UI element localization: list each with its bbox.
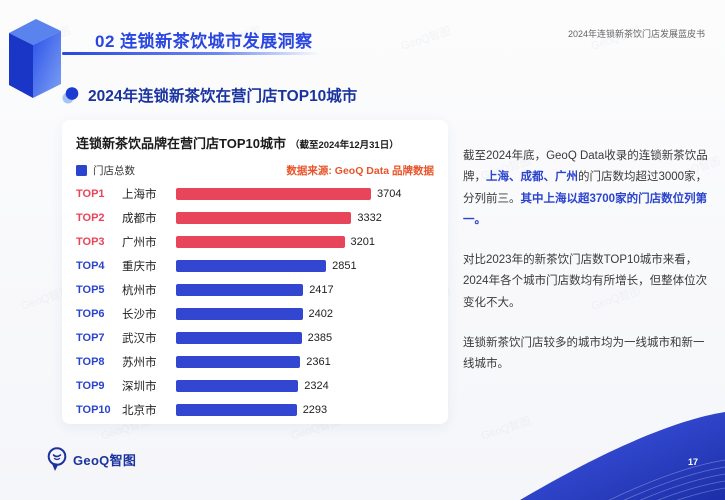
cube-3d-icon: [9, 19, 61, 98]
chart-row: TOP5 杭州市 2417: [76, 283, 434, 297]
analysis-paragraph: 截至2024年底，GeoQ Data收录的连锁新茶饮品牌，上海、成都、广州的门店…: [463, 150, 708, 226]
chart-row: TOP6 长沙市 2402: [76, 307, 434, 321]
section-header: 2024年连锁新茶饮在营门店TOP10城市: [62, 84, 357, 106]
legend-label: 门店总数: [93, 165, 135, 177]
city-label: 北京市: [122, 405, 157, 417]
bar-area: 2361: [176, 356, 434, 368]
chart-rows: TOP1 上海市 3704 TOP2 成都市 3332 TOP3 广州市 320…: [76, 187, 434, 417]
legend-row: 门店总数 数据来源: GeoQ Data 品牌数据: [76, 163, 434, 178]
bar-area: 2402: [176, 308, 434, 320]
rank-label: TOP6: [76, 308, 105, 320]
chart-row: TOP3 广州市 3201: [76, 235, 434, 249]
bar: [176, 284, 304, 296]
chart-row: TOP4 重庆市 2851: [76, 259, 434, 273]
section-title: 2024年连锁新茶饮在营门店TOP10城市: [88, 88, 358, 105]
bar: [176, 380, 299, 392]
value-label: 2324: [304, 380, 329, 392]
rank-label: TOP4: [76, 260, 105, 272]
bar: [176, 188, 371, 200]
rank-label: TOP3: [76, 236, 105, 248]
chart-card: 连锁新茶饮品牌在营门店TOP10城市 （截至2024年12月31日） 门店总数 …: [62, 120, 448, 424]
value-label: 2417: [309, 284, 334, 296]
bar: [176, 236, 345, 248]
chart-row: TOP10 北京市 2293: [76, 403, 434, 417]
value-label: 2361: [306, 356, 331, 368]
page-number: 17: [687, 457, 698, 467]
bar-area: 2324: [176, 380, 434, 392]
chart-row: TOP7 武汉市 2385: [76, 331, 434, 345]
bar-area: 3332: [176, 212, 434, 224]
bar: [176, 356, 301, 368]
bar: [176, 308, 303, 320]
bar: [176, 260, 327, 272]
section-bullet-icon: [62, 86, 79, 103]
bar-area: 3704: [176, 188, 434, 200]
analysis-paragraph: 连锁新茶饮门店较多的城市均为一线城市和新一线城市。: [463, 336, 705, 371]
watermark: GeoQ智图: [399, 25, 453, 53]
bar: [176, 212, 352, 224]
chart-row: TOP8 苏州市 2361: [76, 355, 434, 369]
bar: [176, 332, 302, 344]
geoq-logo-text: GeoQ智图: [73, 452, 137, 468]
value-label: 3704: [377, 188, 402, 200]
city-label: 上海市: [122, 189, 157, 201]
city-label: 武汉市: [122, 333, 157, 345]
bar-area: 2385: [176, 332, 434, 344]
value-label: 2385: [307, 332, 333, 344]
rank-label: TOP9: [76, 380, 105, 392]
chart-row: TOP9 深圳市 2324: [76, 379, 434, 393]
footer-wave-graphic: [520, 412, 725, 500]
value-label: 2402: [308, 308, 333, 320]
title-underline: [62, 52, 320, 55]
analysis-column: 截至2024年底，GeoQ Data收录的连锁新茶饮品牌，上海、成都、广州的门店…: [463, 146, 710, 394]
chart-row: TOP2 成都市 3332: [76, 211, 434, 225]
bar: [176, 404, 297, 416]
chart-title: 连锁新茶饮品牌在营门店TOP10城市: [76, 136, 286, 151]
city-label: 杭州市: [122, 285, 157, 297]
rank-label: TOP7: [76, 332, 105, 344]
city-label: 重庆市: [122, 261, 157, 273]
data-source-note: 数据来源: GeoQ Data 品牌数据: [286, 165, 434, 177]
rank-label: TOP8: [76, 356, 105, 368]
bar-area: 2417: [176, 284, 434, 296]
bar-area: 2293: [176, 404, 434, 416]
city-label: 广州市: [122, 237, 157, 249]
value-label: 3201: [350, 236, 375, 248]
chart-subtitle: （截至2024年12月31日）: [289, 140, 399, 151]
rank-label: TOP2: [76, 212, 105, 224]
geoq-logo-icon: [47, 447, 67, 471]
chart-title-row: 连锁新茶饮品牌在营门店TOP10城市 （截至2024年12月31日）: [76, 133, 434, 152]
legend-swatch: [76, 165, 87, 176]
geoq-logo: GeoQ智图: [46, 446, 136, 472]
value-label: 2293: [302, 404, 328, 416]
rank-label: TOP1: [76, 188, 105, 200]
legend-item: 门店总数: [76, 163, 135, 178]
rank-label: TOP10: [76, 404, 111, 416]
city-label: 深圳市: [122, 381, 157, 393]
bar-area: 3201: [176, 236, 434, 248]
city-label: 长沙市: [122, 309, 157, 321]
city-label: 苏州市: [122, 357, 157, 369]
value-label: 2851: [332, 260, 357, 272]
city-label: 成都市: [122, 213, 157, 225]
document-title: 2024年连锁新茶饮门店发展蓝皮书: [567, 29, 705, 39]
bar-area: 2851: [176, 260, 434, 272]
chart-row: TOP1 上海市 3704: [76, 187, 434, 201]
value-label: 3332: [357, 212, 382, 224]
page-title: 02 连锁新茶饮城市发展洞察: [95, 32, 313, 51]
rank-label: TOP5: [76, 284, 105, 296]
analysis-paragraph: 对比2023年的新茶饮门店数TOP10城市来看，2024年各个城市门店数均有所增…: [463, 254, 708, 309]
